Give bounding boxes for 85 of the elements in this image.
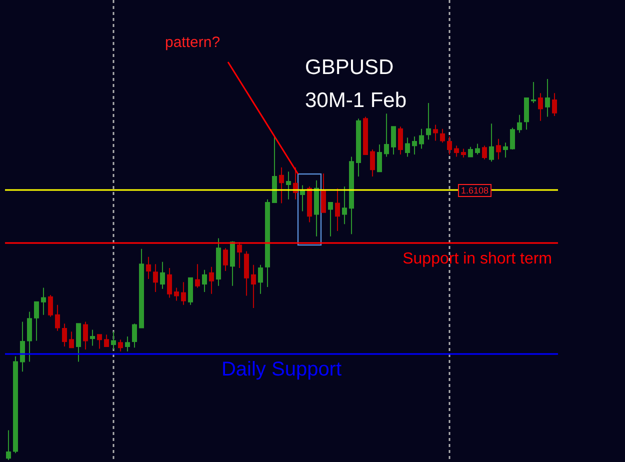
candlestick xyxy=(454,145,459,158)
candlestick xyxy=(552,92,557,116)
candlestick xyxy=(223,248,228,272)
candlestick xyxy=(524,98,529,130)
candlestick xyxy=(167,267,172,298)
candlestick xyxy=(342,186,347,225)
candlestick xyxy=(83,321,88,350)
candlestick xyxy=(153,264,158,292)
candlestick xyxy=(377,144,382,172)
candlestick xyxy=(160,261,165,290)
candlestick xyxy=(62,323,67,347)
candlestick xyxy=(398,126,403,155)
candlestick xyxy=(489,123,494,162)
candlestick xyxy=(6,430,11,460)
chart-title: GBPUSD xyxy=(305,56,394,79)
candlestick xyxy=(447,136,452,155)
candlestick xyxy=(265,198,270,288)
candlestick xyxy=(181,282,186,306)
candlestick xyxy=(321,172,326,213)
candlestick xyxy=(293,166,298,200)
candlestick xyxy=(496,138,501,160)
candlestick xyxy=(230,240,235,286)
candlestick xyxy=(335,188,340,232)
candlestick xyxy=(461,148,466,158)
ref-line-label: Daily Support xyxy=(221,358,342,380)
candlestick xyxy=(440,128,445,144)
candlestick xyxy=(209,266,214,294)
candlestick xyxy=(132,323,137,348)
candlestick xyxy=(118,339,123,352)
candlestick xyxy=(97,334,102,350)
candlestick xyxy=(244,250,249,296)
candlestick xyxy=(482,145,487,160)
candlestick xyxy=(426,102,431,140)
candlestick xyxy=(510,127,515,150)
candlestick xyxy=(279,166,284,204)
candlestick xyxy=(356,118,361,178)
candlestick xyxy=(195,264,200,288)
candlestick xyxy=(538,92,543,122)
candlestick xyxy=(174,287,179,302)
candlestick xyxy=(27,311,32,362)
candlestick xyxy=(307,186,312,223)
candlestick xyxy=(90,329,95,346)
candlestick xyxy=(328,202,333,237)
candlestick xyxy=(272,136,277,203)
candlestick xyxy=(258,264,263,294)
ref-line-label: Support in short term xyxy=(402,250,552,268)
candlestick xyxy=(405,137,410,158)
candlestick xyxy=(111,331,116,350)
candlestick xyxy=(433,124,438,142)
candlestick xyxy=(363,116,368,155)
candlestick xyxy=(41,287,46,316)
candlestick xyxy=(69,331,74,348)
candlestick xyxy=(216,238,221,286)
candlestick xyxy=(76,323,81,362)
candlestick xyxy=(468,146,473,158)
candlestick xyxy=(55,304,60,332)
candlestick xyxy=(531,82,536,104)
candlestick xyxy=(412,136,417,155)
annotation: 1.6108 xyxy=(461,186,489,196)
candlestick xyxy=(349,156,354,235)
candlestick xyxy=(139,248,144,328)
candlestick xyxy=(251,264,256,308)
candlestick xyxy=(13,356,18,454)
text: pattern? xyxy=(165,34,220,51)
candlestick xyxy=(419,128,424,150)
candlestick xyxy=(146,256,151,280)
candlestick xyxy=(370,148,375,178)
text: 30M-1 Feb xyxy=(305,89,407,112)
candlestick xyxy=(237,242,242,268)
candlestick xyxy=(20,321,25,372)
candlestick xyxy=(384,113,389,158)
candlestick xyxy=(188,277,193,306)
candlestick xyxy=(202,269,207,292)
candlestick xyxy=(545,78,550,118)
candlestick xyxy=(286,171,291,200)
candlestick xyxy=(391,126,396,155)
candlestick xyxy=(104,334,109,347)
candlestick xyxy=(517,114,522,134)
candlestick xyxy=(475,143,480,155)
candlestick xyxy=(300,184,305,212)
candlestick xyxy=(48,294,53,318)
candlestick xyxy=(34,301,39,342)
candlestick xyxy=(503,142,508,158)
candlestick xyxy=(314,180,319,237)
candlestick xyxy=(125,336,130,352)
